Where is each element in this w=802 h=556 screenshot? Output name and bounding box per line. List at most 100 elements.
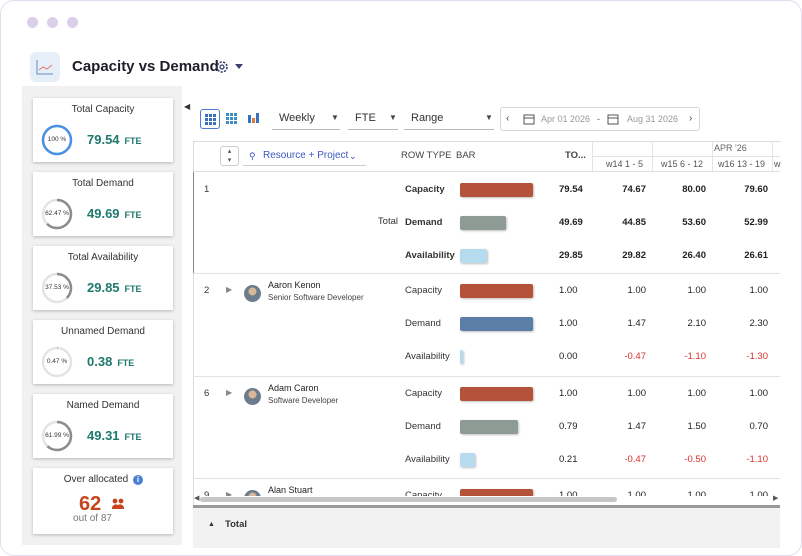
kpi-percent: 61.99 %	[45, 432, 69, 439]
dropdown[interactable]: Weekly ▼	[272, 108, 340, 130]
week-value: 52.99	[744, 217, 768, 228]
icon-cell	[234, 117, 237, 120]
main-area	[193, 86, 780, 545]
expand-arrow[interactable]: ▶	[226, 490, 233, 496]
kpi-percent: 100 %	[47, 136, 67, 143]
calendar-body	[607, 114, 619, 125]
view-button[interactable]	[222, 109, 240, 127]
scroll-thumb[interactable]	[200, 497, 617, 502]
bar	[460, 489, 533, 496]
kpi-title: Total Capacity	[71, 104, 135, 115]
kpi-title: Total Demand	[72, 178, 134, 189]
dropdown-value: Range	[411, 112, 444, 124]
week-value: 26.61	[744, 250, 768, 261]
collapse-panel-button[interactable]: ◀	[184, 102, 191, 111]
sort-button[interactable]: ▴ ▾	[220, 146, 239, 166]
kpi-title: Total Availability	[67, 252, 139, 263]
kpi-card: Total Capacity 100 % 79.54 FTE	[33, 98, 173, 162]
view-button[interactable]	[244, 109, 262, 127]
week-header: w14 1 - 5	[605, 159, 643, 169]
kpi-unit: FTE	[124, 136, 142, 146]
group-separator	[193, 478, 780, 479]
kpi-unit: FTE	[124, 432, 142, 442]
row-type: Capacity	[405, 388, 442, 399]
week-value: 2.10	[687, 318, 707, 329]
footer-label: Total	[225, 519, 247, 530]
week-value: 44.85	[622, 217, 646, 228]
week-value: 26.40	[682, 250, 706, 261]
expand-arrow[interactable]: ▶	[226, 285, 233, 294]
people-head	[112, 498, 118, 504]
kpi-ring	[41, 272, 73, 304]
week-value: 1.47	[627, 421, 647, 432]
bar	[460, 420, 518, 434]
week-value: 1.50	[687, 421, 707, 432]
resource-role: Software Developer	[268, 396, 339, 405]
bar	[460, 387, 533, 401]
bar	[460, 453, 476, 467]
row-type: Availability	[405, 454, 450, 465]
view-switcher	[200, 109, 264, 129]
ring-arc	[41, 420, 73, 452]
row-type: Demand	[405, 217, 443, 228]
app-icon-graphic	[36, 60, 53, 75]
kpi-ring	[41, 124, 73, 156]
icon-cell	[205, 118, 208, 121]
week-value: 79.60	[744, 184, 768, 195]
resource-name: Adam Caron	[268, 383, 319, 393]
week-value: 1.00	[749, 388, 769, 399]
icon-cell	[226, 113, 229, 116]
calendar-icon	[523, 114, 535, 125]
kpi-unit: FTE	[124, 284, 142, 294]
row-type: Capacity	[405, 285, 442, 296]
dropdown-caret: ▼	[331, 113, 339, 122]
group-separator	[193, 273, 780, 274]
bar	[460, 183, 533, 197]
icon-cell	[205, 122, 208, 125]
header-column-line	[772, 141, 773, 172]
row-type: Demand	[405, 421, 441, 432]
column-header: TO...	[565, 150, 586, 161]
kpi-card: Unnamed Demand 0.47 % 0.38 FTE	[33, 320, 173, 384]
settings-button[interactable]	[213, 58, 247, 76]
week-value: -1.30	[746, 351, 768, 362]
week-value: 1.00	[749, 490, 769, 496]
expand-arrow[interactable]: ▶	[226, 388, 233, 397]
row-total: 1.00	[559, 285, 578, 296]
dropdown[interactable]: Range ▼	[404, 108, 494, 130]
kpi-ring	[41, 420, 73, 452]
group-highlight	[193, 172, 194, 273]
week-value: 74.67	[622, 184, 646, 195]
icon-cell	[213, 122, 216, 125]
people-head	[118, 498, 124, 504]
header-bottom-line	[193, 171, 780, 172]
week-value: 53.60	[682, 217, 706, 228]
view-button[interactable]	[200, 109, 220, 129]
ring-arc	[41, 346, 73, 378]
week-value: 2.30	[749, 318, 769, 329]
avatar	[244, 285, 261, 302]
date-range[interactable]: ‹ › Apr 01 2026- Aug 31 2026	[500, 107, 700, 131]
scroll-left[interactable]: ◀	[194, 495, 200, 502]
group-by-button[interactable]: Resource + Project ⚲ ⌄	[243, 146, 366, 166]
kpi-card: Named Demand 61.99 % 49.31 FTE	[33, 394, 173, 458]
dropdown[interactable]: FTE ▼	[348, 108, 398, 130]
kpi-percent: 37.53 %	[45, 284, 69, 291]
kpi-value: 49.69 FTE	[87, 206, 142, 221]
next-button[interactable]: ›	[689, 113, 693, 124]
dropdown-caret: ▼	[389, 113, 397, 122]
kpi-card: Total Demand 62.47 % 49.69 FTE	[33, 172, 173, 236]
kpi-value: 0.38 FTE	[87, 354, 135, 369]
dropdown-caret: ▼	[485, 113, 493, 122]
scroll-right[interactable]: ▶	[773, 495, 779, 502]
icon-cell	[226, 117, 229, 120]
row-total: 1.00	[559, 318, 578, 329]
bar	[460, 284, 533, 298]
over-allocated-title: Over allocated	[63, 474, 129, 485]
footer-toggle[interactable]: ▲	[208, 521, 215, 528]
kpi-value: 49.31 FTE	[87, 428, 142, 443]
prev-button[interactable]: ‹	[506, 113, 510, 124]
week-header: w15 6 - 12	[660, 159, 703, 169]
people-icon	[111, 498, 125, 509]
